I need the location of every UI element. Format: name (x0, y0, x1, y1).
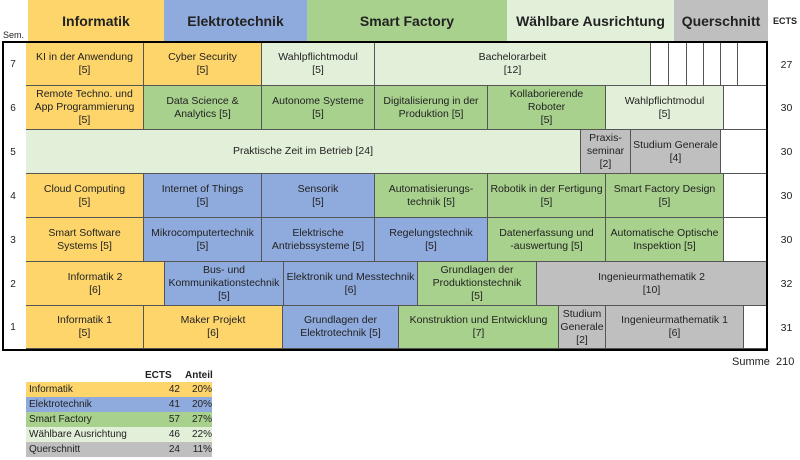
module-cell: Bachelorarbeit [12] (375, 43, 651, 86)
summary-row: Wählbare Ausrichtung 46 22% (26, 427, 212, 442)
header-ects: ECTS (772, 15, 797, 26)
summary-ects: 24 (168, 444, 180, 455)
module-cell: Datenerfassung und -auswertung [5] (488, 218, 606, 262)
summary-name: Informatik (29, 384, 73, 395)
summary-name: Smart Factory (29, 414, 92, 425)
module-cell: Informatik 1 [5] (26, 306, 144, 349)
module-cell: KI in der Anwendung [5] (26, 43, 144, 86)
module-cell: Internet of Things [5] (144, 174, 262, 218)
header-elektrotechnik: Elektrotechnik (164, 0, 307, 41)
module-cell: Cloud Computing [5] (26, 174, 144, 218)
summary-anteil: 20% (191, 399, 212, 410)
semester-ects: 27 (780, 58, 793, 71)
summary-row: Elektrotechnik 41 20% (26, 397, 212, 412)
module-cell: Autonome Systeme [5] (262, 86, 375, 130)
module-cell: Studium Generale [2] (559, 306, 606, 349)
header-semester: Sem. (3, 30, 25, 40)
semester-ects: 30 (780, 190, 793, 202)
summary-anteil: 27% (191, 414, 212, 425)
header-waehlbare-ausrichtung: Wählbare Ausrichtung (507, 0, 674, 41)
summary-anteil: 22% (191, 429, 212, 440)
summary-ects: 46 (168, 429, 180, 440)
empty-cell (724, 174, 767, 218)
semester-ects: 32 (780, 278, 793, 290)
semester-number: 2 (10, 278, 16, 290)
semester-ects: 30 (780, 146, 793, 158)
module-cell: Praxis- seminar [2] (581, 130, 631, 174)
module-cell: Regelungstechnik [5] (375, 218, 488, 262)
empty-cell (724, 218, 767, 262)
semester-number: 3 (10, 234, 16, 246)
semester-ects: 31 (780, 321, 793, 334)
module-cell: Wahlpflichtmodul [5] (606, 86, 724, 130)
module-cell: Elektronik und Messtechnik [6] (284, 262, 418, 306)
semester-number: 6 (10, 102, 16, 114)
module-cell: Bus- und Kommunikationstechnik [5] (165, 262, 284, 306)
module-cell: Remote Techno. und App Programmierung [5… (26, 86, 144, 130)
header-informatik: Informatik (28, 0, 164, 41)
summary-name: Wählbare Ausrichtung (29, 429, 127, 440)
module-cell: Maker Projekt [6] (144, 306, 283, 349)
module-cell: Kollaborierende Roboter [5] (488, 86, 606, 130)
summary-col-anteil: Anteil (185, 370, 213, 381)
module-cell: Konstruktion und Entwicklung [7] (399, 306, 559, 349)
module-cell: Mikrocomputertechnik [5] (144, 218, 262, 262)
empty-cell (721, 130, 767, 174)
header-querschnitt: Querschnitt (674, 0, 768, 41)
module-cell: Grundlagen der Elektrotechnik [5] (283, 306, 399, 349)
empty-cell (721, 43, 738, 86)
summary-row: Querschnitt 24 11% (26, 442, 212, 457)
module-cell: Smart Factory Design [5] (606, 174, 724, 218)
empty-cell (738, 43, 767, 86)
summary-row: Smart Factory 57 27% (26, 412, 212, 427)
module-cell: Ingenieurmathematik 1 [6] (606, 306, 744, 349)
module-cell: Cyber Security [5] (144, 43, 262, 86)
module-cell: Wahlpflichtmodul [5] (262, 43, 375, 86)
semester-number: 1 (10, 322, 16, 333)
empty-cell (704, 43, 721, 86)
summary-ects: 42 (168, 384, 180, 395)
summary-anteil: 11% (192, 444, 212, 455)
module-cell: Grundlagen der Produktionstechnik [5] (418, 262, 537, 306)
module-cell: Elektrische Antriebssysteme [5] (262, 218, 375, 262)
summary-name: Querschnitt (29, 444, 81, 455)
module-cell: Sensorik [5] (262, 174, 375, 218)
empty-cell (687, 43, 704, 86)
header-smart-factory: Smart Factory (307, 0, 507, 41)
summary-name: Elektrotechnik (29, 399, 92, 410)
empty-cell (744, 306, 767, 349)
empty-cell (724, 86, 767, 130)
summary-ects: 57 (168, 414, 180, 425)
summary-row: Informatik 42 20% (26, 382, 212, 397)
empty-cell (669, 43, 687, 86)
module-cell: Automatische Optische Inspektion [5] (606, 218, 724, 262)
semester-ects: 30 (780, 102, 793, 114)
module-cell: Data Science & Analytics [5] (144, 86, 262, 130)
semester-number: 5 (10, 146, 16, 158)
module-cell: Studium Generale [4] (631, 130, 721, 174)
summe-label: Summe (732, 356, 770, 368)
summary-ects: 41 (168, 399, 180, 410)
summe-value: 210 (776, 356, 795, 368)
summary-col-ects: ECTS (145, 370, 172, 381)
module-cell: Digitalisierung in der Produktion [5] (375, 86, 488, 130)
semester-ects: 30 (780, 234, 793, 246)
module-cell: Informatik 2 [6] (26, 262, 165, 306)
module-cell: Smart Software Systems [5] (26, 218, 144, 262)
summary-anteil: 20% (191, 384, 212, 395)
module-cell: Robotik in der Fertigung [5] (488, 174, 606, 218)
module-cell: Praktische Zeit im Betrieb [24] (26, 130, 581, 174)
empty-cell (651, 43, 669, 86)
module-cell: Automatisierungs- technik [5] (375, 174, 488, 218)
semester-number: 4 (10, 190, 16, 202)
module-cell: Ingenieurmathematik 2 [10] (537, 262, 767, 306)
semester-number: 7 (10, 59, 16, 70)
